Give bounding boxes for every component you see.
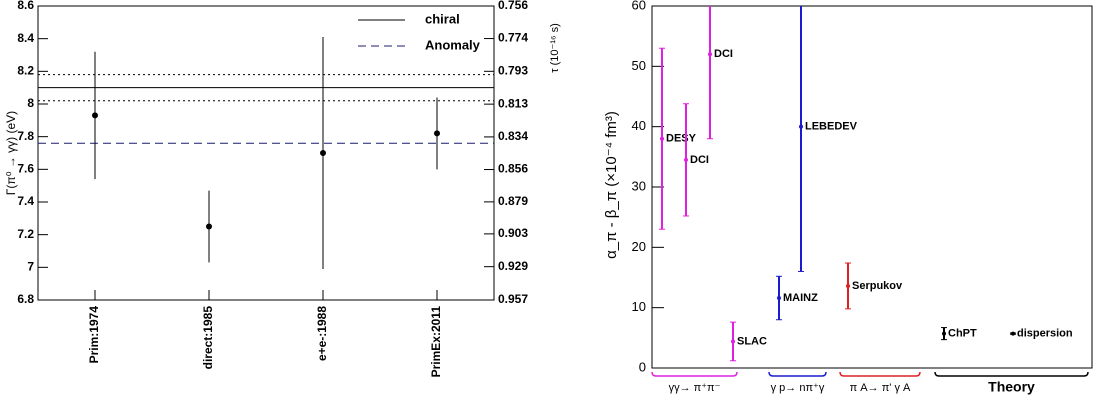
group-bracket — [768, 371, 827, 377]
y2-tick-label: 0.774 — [498, 31, 528, 45]
y-tick-label: 7.8 — [17, 129, 34, 143]
y-tick-label: 7 — [27, 260, 34, 274]
data-point — [320, 150, 326, 156]
data-point — [846, 283, 850, 288]
y2-tick-label: 0.879 — [498, 194, 528, 208]
y-tick-label: 50 — [632, 58, 646, 73]
data-point — [731, 339, 735, 344]
y2-tick-label: 0.856 — [498, 162, 528, 176]
y2-tick-label: 0.756 — [498, 0, 528, 12]
y-tick-label: 20 — [632, 239, 646, 254]
data-point — [799, 124, 803, 129]
y-axis-label: Γ(π⁰ → γγ) (eV) — [4, 111, 18, 195]
y-tick-label: 7.4 — [17, 194, 34, 208]
y2-tick-label: 0.813 — [498, 96, 528, 110]
data-point — [660, 136, 664, 141]
y-tick-label: 7.2 — [17, 227, 34, 241]
point-label: DESY — [666, 133, 697, 145]
y-tick-label: 8.6 — [17, 0, 34, 12]
legend-label: Anomaly — [425, 37, 481, 52]
left-frame — [37, 5, 495, 301]
point-label: DCI — [714, 48, 733, 60]
data-point — [942, 331, 946, 336]
y2-tick-label: 0.957 — [498, 292, 528, 306]
x-tick-label: direct:1985 — [201, 306, 215, 370]
y2-tick-label: 0.929 — [498, 259, 528, 273]
point-label: LEBEDEV — [805, 121, 858, 133]
point-label: MAINZ — [783, 292, 818, 304]
group-label: γγ→ π⁺π⁻ — [669, 382, 721, 394]
y-axis-label: α_π - β_π (×10⁻⁴ fm³) — [603, 111, 620, 259]
y2-tick-label: 0.834 — [498, 129, 528, 143]
point-label: Serpukov — [852, 280, 903, 292]
group-bracket — [839, 371, 921, 377]
data-point — [434, 130, 440, 137]
data-point — [206, 223, 212, 230]
y-tick-label: 10 — [632, 299, 646, 314]
group-label: Theory — [988, 379, 1035, 395]
y-tick-label: 0 — [639, 359, 646, 374]
y-tick-label: 40 — [632, 118, 646, 133]
legend-label: chiral — [425, 11, 460, 26]
right-frame — [651, 5, 1093, 369]
point-label: ChPT — [948, 328, 977, 340]
y-tick-label: 30 — [632, 178, 646, 193]
point-label: DCI — [690, 154, 709, 166]
data-point — [92, 112, 98, 119]
data-point — [1011, 331, 1015, 336]
y-tick-label: 8.2 — [17, 64, 34, 78]
x-tick-label: e+e-:1988 — [315, 306, 329, 361]
y-tick-label: 8.4 — [17, 31, 34, 45]
y2-tick-label: 0.903 — [498, 226, 528, 240]
y2-axis-label: τ (10⁻¹⁶ s) — [549, 23, 561, 73]
x-tick-label: PrimEx:2011 — [429, 306, 443, 378]
group-bracket — [651, 371, 738, 377]
data-point — [708, 52, 712, 57]
group-label: π A→ π' γ A — [850, 382, 911, 394]
x-tick-label: Prim:1974 — [87, 306, 101, 364]
point-label: SLAC — [737, 335, 767, 347]
data-point — [777, 296, 781, 301]
group-label: γ p→ nπ⁺γ — [771, 382, 825, 394]
y-tick-label: 60 — [632, 0, 646, 12]
y2-tick-label: 0.793 — [498, 63, 528, 77]
y-tick-label: 6.8 — [17, 292, 34, 306]
data-point — [684, 157, 688, 162]
group-bracket — [934, 371, 1089, 377]
y-tick-label: 7.6 — [17, 162, 34, 176]
point-label: dispersion — [1017, 328, 1073, 340]
y-tick-label: 8 — [27, 96, 34, 110]
